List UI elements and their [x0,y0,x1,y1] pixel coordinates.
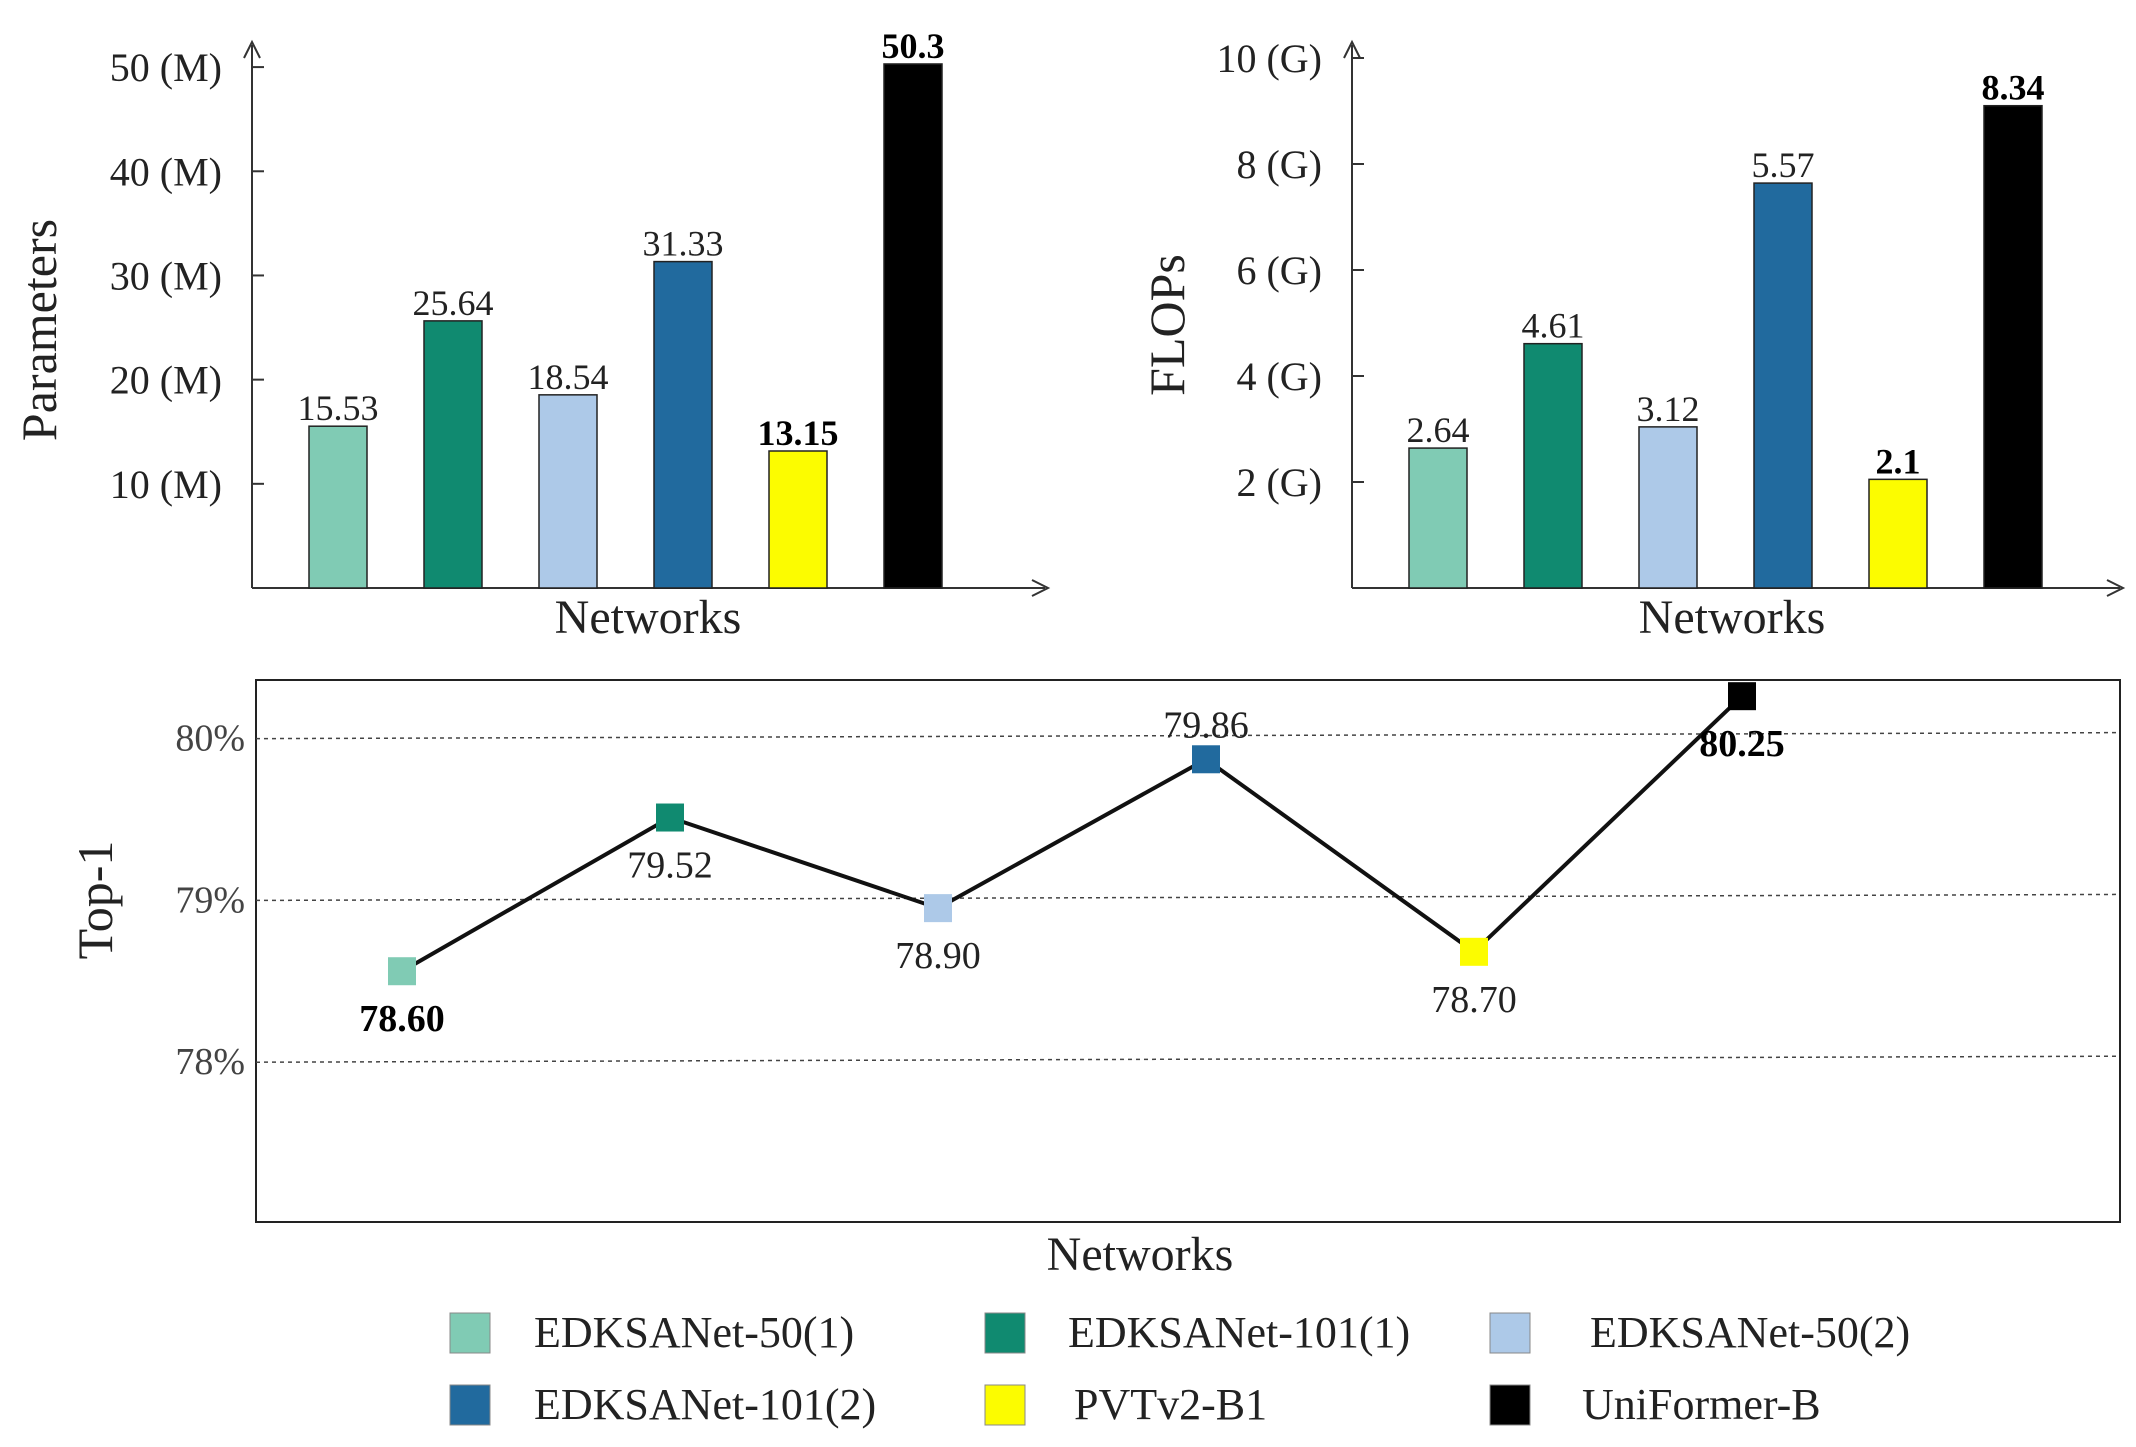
flops-bar-pvtv2-b1 [1868,478,1928,589]
flops-y-axis-title: FLOPs [1139,254,1195,396]
top1-grid-line [255,1055,2121,1063]
parameters-chart: 10 (M) 20 (M) 30 (M) 40 (M) 50 (M) 15.53 25.6… [11,26,1051,644]
top1-point-pvtv2-b1 [1460,937,1488,966]
top1-series-line [401,694,1744,973]
legend-swatch-edksanet-50-2 [1489,1312,1531,1354]
flops-bar-value-label: 3.12 [1637,389,1700,429]
top1-point-edksanet-101-2 [1192,745,1220,774]
flops-bar-uniformer-b [1983,104,2043,589]
top1-y-axis-title: Top-1 [67,841,123,960]
params-bar-pvtv2-b1 [768,450,828,589]
legend-swatch-edksanet-101-2 [449,1384,491,1426]
top1-plot-frame [255,679,2121,1223]
flops-x-axis-title: Networks [1639,591,1826,644]
flops-x-axis-arrow-icon [2106,579,2126,597]
legend-swatch-edksanet-101-1 [984,1312,1026,1354]
flops-bar-value-label: 2.1 [1876,441,1921,481]
legend-swatch-pvtv2-b1 [984,1384,1026,1426]
params-bar-value-label: 25.64 [413,283,494,323]
top1-point-value-label: 78.70 [1431,979,1517,1021]
flops-bar-value-label: 4.61 [1522,306,1585,346]
legend-label-edksanet-101-2: EDKSANet-101(2) [534,1380,876,1429]
top1-y-tick-label: 80% [175,718,245,760]
flops-y-axis-arrow-icon [1343,39,1361,59]
params-bar-uniformer-b [883,63,943,589]
legend-label-edksanet-50-2: EDKSANet-50(2) [1590,1308,1910,1357]
top1-point-value-label: 79.52 [627,845,713,887]
top1-x-axis-title: Networks [1047,1228,1234,1281]
params-bar-edksanet-101-1 [423,320,483,589]
legend-swatch-uniformer-b [1489,1384,1531,1426]
top1-grid-line [255,731,2121,740]
flops-y-tick-label: 4 (G) [1236,354,1322,399]
params-bar-edksanet-50-2 [538,394,598,589]
top1-point-edksanet-50-1 [388,957,416,986]
top1-y-tick-label: 78% [175,1041,245,1083]
params-y-axis-arrow-icon [243,39,261,59]
flops-y-tick-label: 6 (G) [1236,248,1322,293]
top1-grid-line [255,893,2121,902]
flops-y-tick-label: 8 (G) [1236,142,1322,187]
params-y-tick-label: 10 (M) [110,462,222,507]
params-bar-edksanet-50-1 [308,425,368,589]
flops-bar-edksanet-101-1 [1523,342,1583,589]
flops-y-tick-label: 10 (G) [1216,36,1322,81]
params-bar-edksanet-101-2 [653,260,713,589]
flops-bar-edksanet-50-1 [1408,447,1468,589]
legend-label-uniformer-b: UniFormer-B [1582,1380,1821,1429]
params-bar-value-label: 50.3 [882,26,945,66]
legend-label-edksanet-50-1: EDKSANet-50(1) [534,1308,854,1357]
top1-point-edksanet-101-1 [656,803,684,832]
params-x-axis-arrow-icon [1031,579,1051,597]
params-y-tick-label: 30 (M) [110,253,222,298]
top1-point-edksanet-50-2 [924,894,952,923]
params-x-axis-title: Networks [555,591,742,644]
params-bar-value-label: 18.54 [528,357,609,397]
params-y-tick-label: 20 (M) [110,358,222,403]
top1-point-value-label: 79.86 [1163,704,1249,746]
flops-chart: 2 (G) 4 (G) 6 (G) 8 (G) 10 (G) 2.64 4.61 3.12 5… [1139,36,2126,644]
top1-point-uniformer-b [1728,682,1756,711]
flops-bar-edksanet-50-2 [1638,426,1698,589]
flops-bar-edksanet-101-2 [1753,182,1813,589]
legend: EDKSANet-50(1) EDKSANet-101(1) EDKSANet-… [449,1308,1910,1429]
top1-y-tick-label: 79% [175,879,245,921]
params-bar-value-label: 31.33 [643,224,724,264]
params-y-tick-label: 50 (M) [110,45,222,90]
params-y-tick-label: 40 (M) [110,149,222,194]
flops-bar-value-label: 2.64 [1407,410,1470,450]
legend-swatch-edksanet-50-1 [449,1312,491,1354]
top1-chart: 78% 79% 80% 78.60 79.52 78.90 79.86 78.70 80.25… [67,679,2121,1281]
legend-label-edksanet-101-1: EDKSANet-101(1) [1068,1308,1410,1357]
flops-bar-value-label: 5.57 [1752,145,1815,185]
flops-y-tick-label: 2 (G) [1236,460,1322,505]
legend-label-pvtv2-b1: PVTv2-B1 [1074,1380,1267,1429]
top1-point-value-label: 78.60 [359,998,445,1040]
top1-point-value-label: 80.25 [1699,723,1785,765]
top1-point-value-label: 78.90 [895,935,981,977]
params-y-axis-title: Parameters [11,219,67,441]
flops-bar-value-label: 8.34 [1982,68,2045,108]
params-bar-value-label: 15.53 [298,388,379,428]
params-bar-value-label: 13.15 [758,413,839,453]
